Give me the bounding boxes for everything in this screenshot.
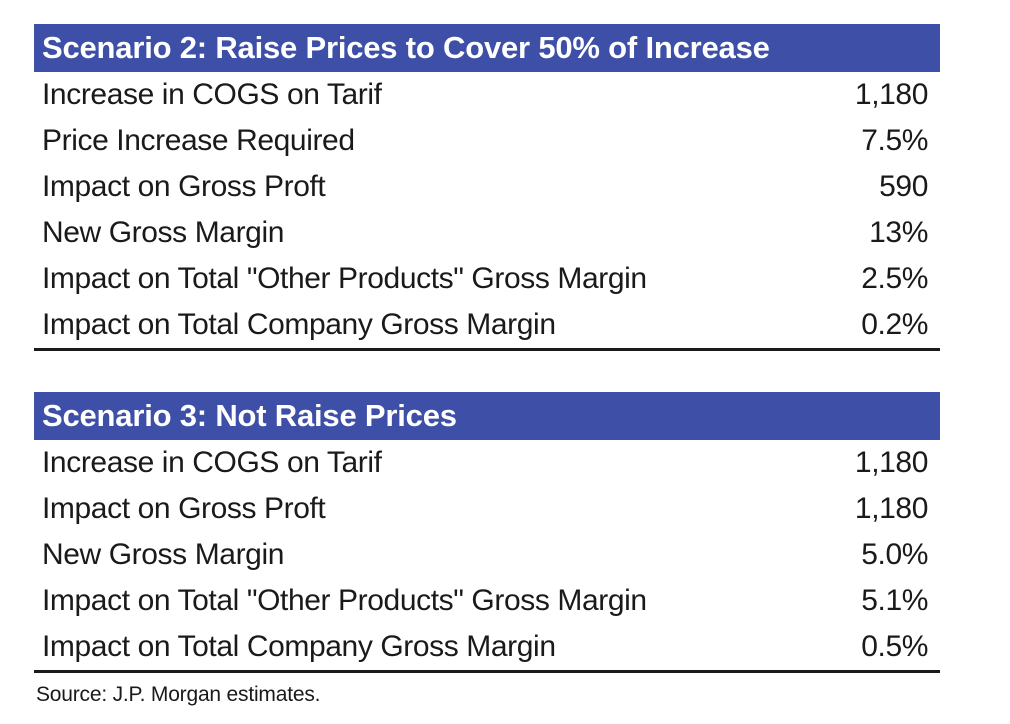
row-value: 0.5% — [861, 630, 928, 663]
row-label: Price Increase Required — [42, 124, 355, 157]
row-label: Impact on Total Company Gross Margin — [42, 630, 556, 663]
row-label: New Gross Margin — [42, 538, 284, 571]
row-value: 7.5% — [861, 124, 928, 157]
table-row: Impact on Gross Proft 1,180 — [34, 486, 940, 532]
table-row: Increase in COGS on Tarif 1,180 — [34, 440, 940, 486]
row-label: New Gross Margin — [42, 216, 284, 249]
table-row: Impact on Total "Other Products" Gross M… — [34, 578, 940, 624]
table-row: Impact on Total "Other Products" Gross M… — [34, 256, 940, 302]
scenario-3-table: Scenario 3: Not Raise Prices Increase in… — [34, 392, 940, 673]
row-value: 1,180 — [854, 78, 928, 111]
row-value: 13% — [869, 216, 928, 249]
row-value: 2.5% — [861, 262, 928, 295]
row-label: Impact on Total "Other Products" Gross M… — [42, 584, 647, 617]
row-value: 5.1% — [861, 584, 928, 617]
source-note: Source: J.P. Morgan estimates. — [36, 683, 321, 706]
scenario-2-table: Scenario 2: Raise Prices to Cover 50% of… — [34, 24, 940, 351]
row-value: 1,180 — [854, 492, 928, 525]
row-value: 1,180 — [854, 446, 928, 479]
scenario-3-rows: Increase in COGS on Tarif 1,180 Impact o… — [34, 440, 940, 673]
table-row: Increase in COGS on Tarif 1,180 — [34, 72, 940, 118]
table-row: Impact on Total Company Gross Margin 0.5… — [34, 624, 940, 670]
table-row: New Gross Margin 13% — [34, 210, 940, 256]
row-label: Increase in COGS on Tarif — [42, 78, 382, 111]
scenario-2-rows: Increase in COGS on Tarif 1,180 Price In… — [34, 72, 940, 351]
row-label: Impact on Total Company Gross Margin — [42, 308, 556, 341]
row-label: Increase in COGS on Tarif — [42, 446, 382, 479]
row-value: 590 — [879, 170, 928, 203]
scenario-3-title: Scenario 3: Not Raise Prices — [34, 392, 940, 440]
table-row: Impact on Gross Proft 590 — [34, 164, 940, 210]
row-label: Impact on Gross Proft — [42, 492, 326, 525]
row-label: Impact on Total "Other Products" Gross M… — [42, 262, 647, 295]
table-row: New Gross Margin 5.0% — [34, 532, 940, 578]
table-row: Impact on Total Company Gross Margin 0.2… — [34, 302, 940, 348]
row-value: 0.2% — [861, 308, 928, 341]
row-label: Impact on Gross Proft — [42, 170, 326, 203]
table-row: Price Increase Required 7.5% — [34, 118, 940, 164]
row-value: 5.0% — [861, 538, 928, 571]
scenario-2-title: Scenario 2: Raise Prices to Cover 50% of… — [34, 24, 940, 72]
